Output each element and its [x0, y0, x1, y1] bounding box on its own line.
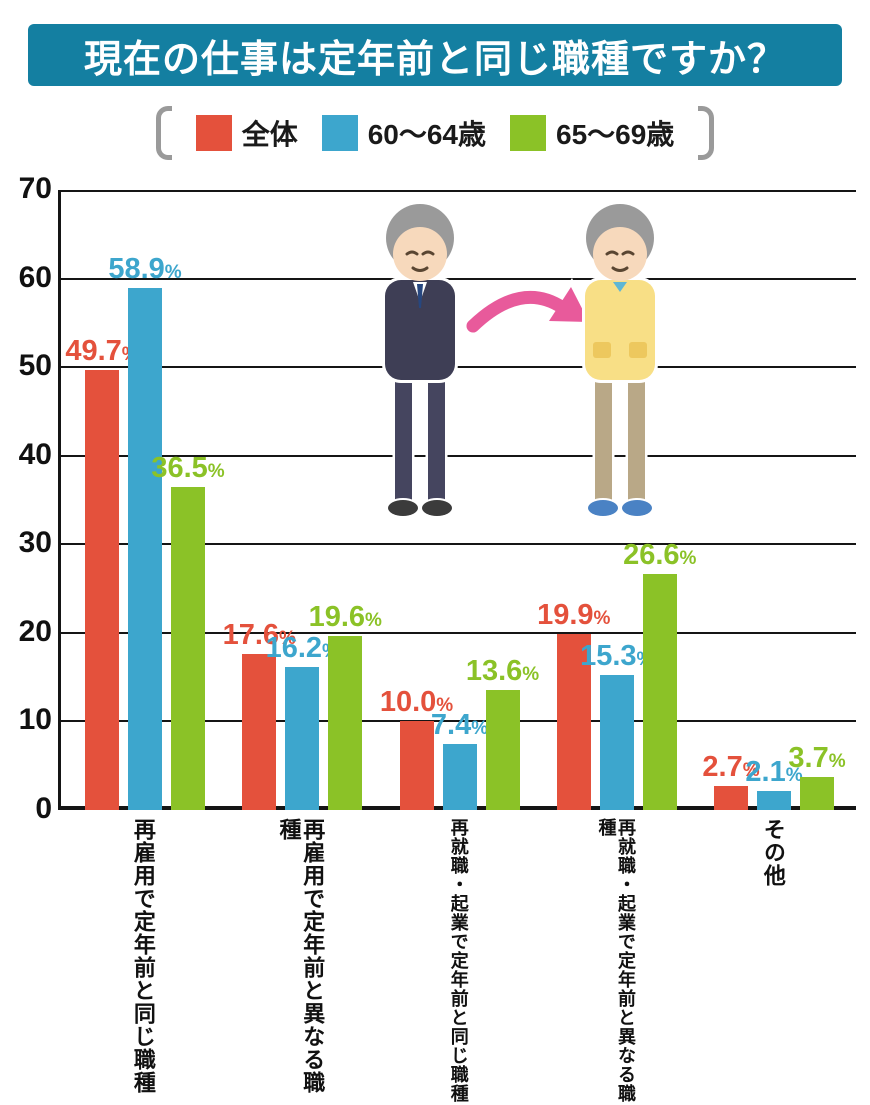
bar-65～69歳: 26.6%: [623, 541, 696, 810]
legend-left-bracket: [155, 106, 172, 160]
category-label: その他: [760, 818, 786, 887]
bar-group: 49.7% 58.9% 36.5%: [65, 255, 225, 810]
bar-group: 19.9% 15.3% 26.6%: [537, 541, 696, 810]
bar-value-label: 10.0%: [379, 686, 454, 719]
bar-value-label: 26.6%: [623, 539, 697, 572]
bar-65～69歳: 19.6%: [309, 603, 382, 810]
businessman-illustration: [382, 201, 458, 518]
category-slot: 再雇用で定年前と同じ職種: [82, 818, 204, 1105]
gridline: [61, 631, 856, 634]
gridline: [61, 277, 856, 280]
y-tick-label: 10: [18, 703, 52, 737]
category-label: 再就職・起業で定年前と同じ職種: [448, 818, 469, 1103]
bar-全体: 19.9%: [537, 600, 610, 810]
category-labels: 再雇用で定年前と同じ職種 再雇用で定年前と異なる職種 再就職・起業で定年前と同じ職種…: [58, 818, 856, 1105]
bar-value-label: 36.5%: [151, 451, 225, 484]
bar-group: 2.7% 2.1% 3.7%: [702, 744, 846, 810]
bar-value-label: 2.1%: [745, 756, 803, 789]
apron-worker-illustration: [582, 201, 658, 518]
category-label: 再雇用で定年前と同じ職種: [130, 818, 156, 1094]
y-tick-label: 20: [18, 614, 52, 648]
gridline: [61, 543, 856, 546]
bar-65～69歳: 13.6%: [466, 656, 539, 810]
legend-item-60-64: 60～64歳: [321, 113, 486, 153]
legend-swatch: [510, 115, 546, 151]
bar-value-label: 7.4%: [430, 709, 489, 742]
page-title: 現在の仕事は定年前と同じ職種ですか？: [28, 24, 842, 86]
bar-group: 10.0% 7.4% 13.6%: [380, 656, 539, 810]
legend: 全体 60～64歳 65～69歳: [0, 104, 870, 162]
bar-60～64歳: 7.4%: [431, 711, 488, 810]
bar-value-label: 58.9%: [108, 253, 182, 286]
bar-value-label: 2.7%: [702, 751, 760, 784]
legend-swatch: [195, 115, 232, 151]
bar-65～69歳: 3.7%: [788, 744, 846, 810]
category-slot: 再就職・起業で定年前と同じ職種: [397, 818, 519, 1105]
bar-value-label: 19.9%: [537, 598, 611, 631]
bar-60～64歳: 58.9%: [108, 255, 182, 810]
bar-65～69歳: 36.5%: [151, 453, 225, 810]
gridline: [61, 720, 856, 723]
bar-60～64歳: 16.2%: [266, 633, 339, 810]
legend-label: 65～69歳: [556, 119, 675, 150]
retirement-job-change-illustration: [382, 201, 658, 518]
y-tick-label: 0: [35, 792, 52, 825]
legend-right-bracket: [698, 106, 715, 160]
y-tick-label: 40: [18, 437, 52, 471]
arrow-icon: [461, 278, 596, 338]
legend-swatch: [321, 115, 358, 151]
y-tick-label: 60: [18, 260, 52, 294]
category-label: 再就職・起業で定年前と異なる職種: [596, 818, 636, 1103]
bar-value-label: 13.6%: [465, 654, 540, 687]
bar-value-label: 17.6%: [222, 619, 296, 652]
category-label: 再雇用で定年前と異なる職種: [276, 818, 326, 1094]
bar-value-label: 3.7%: [788, 742, 846, 775]
bar-全体: 49.7%: [65, 336, 139, 810]
gridline: [61, 190, 856, 192]
legend-item-overall: 全体: [195, 113, 298, 153]
legend-label: 60～64歳: [367, 119, 486, 150]
bar-60～64歳: 15.3%: [580, 641, 653, 810]
bar-全体: 10.0%: [380, 688, 453, 810]
y-tick-label: 50: [18, 349, 52, 383]
bar-group: 17.6%16.2%19.6%: [223, 603, 382, 810]
y-tick-label: 70: [18, 172, 52, 205]
legend-item-65-69: 65～69歳: [510, 113, 674, 153]
bar-全体: 2.7%: [702, 753, 760, 810]
bar-groups: 49.7%58.9%36.5%17.6%16.2%19.6%10.0%7.4%1…: [61, 190, 856, 810]
legend-label: 全体: [241, 119, 298, 150]
bar-全体: 17.6%: [223, 621, 296, 810]
gridline: [61, 454, 856, 457]
category-slot: その他: [712, 818, 834, 1105]
y-axis: 0 10 20 30 40 50 60 70: [0, 0, 52, 1105]
plot-area: 49.7%58.9%36.5%17.6%16.2%19.6%10.0%7.4%1…: [58, 190, 856, 810]
gridline: [61, 366, 856, 369]
bar-value-label: 19.6%: [308, 601, 382, 634]
y-tick-label: 30: [18, 526, 52, 560]
category-slot: 再就職・起業で定年前と異なる職種: [555, 818, 677, 1105]
bar-60～64歳: 2.1%: [745, 758, 803, 810]
category-slot: 再雇用で定年前と異なる職種: [240, 818, 362, 1105]
